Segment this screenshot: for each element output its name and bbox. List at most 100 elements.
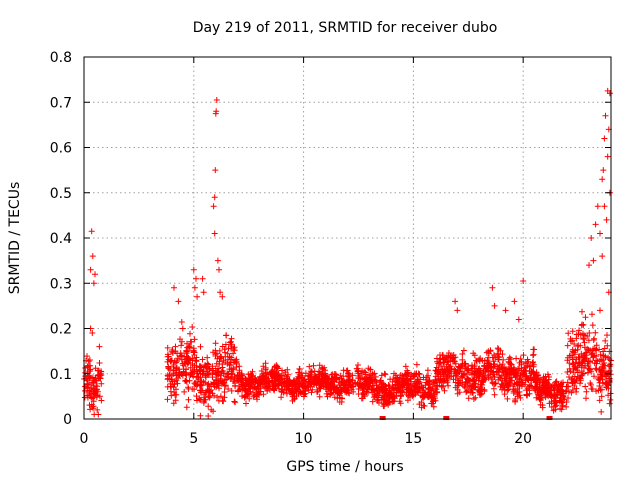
data-point bbox=[169, 347, 176, 353]
data-point bbox=[512, 398, 519, 405]
data-point bbox=[86, 357, 93, 363]
data-point bbox=[361, 368, 368, 375]
data-point bbox=[212, 167, 219, 174]
data-point bbox=[268, 371, 274, 378]
data-point bbox=[184, 359, 190, 365]
data-point bbox=[593, 342, 600, 349]
data-point bbox=[480, 370, 487, 377]
data-point bbox=[426, 378, 433, 385]
data-point bbox=[226, 361, 233, 368]
data-point bbox=[461, 361, 468, 368]
data-point bbox=[194, 293, 201, 300]
data-point bbox=[273, 373, 280, 380]
data-point bbox=[456, 364, 463, 371]
data-point bbox=[593, 360, 600, 367]
data-point bbox=[606, 90, 613, 97]
data-point bbox=[313, 378, 320, 385]
data-point bbox=[573, 388, 580, 395]
axis-ticks bbox=[83, 56, 611, 420]
data-point bbox=[460, 371, 467, 378]
data-point bbox=[205, 403, 212, 410]
data-point bbox=[371, 385, 378, 392]
data-point bbox=[364, 386, 371, 393]
data-point bbox=[540, 374, 547, 381]
data-point bbox=[564, 342, 571, 349]
data-point bbox=[585, 362, 592, 369]
data-point bbox=[300, 383, 307, 390]
y-tick-label: 0.6 bbox=[50, 141, 72, 157]
data-point bbox=[599, 176, 606, 183]
data-point bbox=[449, 355, 456, 362]
data-point bbox=[406, 384, 413, 391]
data-point bbox=[598, 386, 605, 393]
data-point bbox=[355, 391, 362, 397]
data-point bbox=[167, 358, 174, 365]
data-point bbox=[445, 382, 452, 389]
data-point bbox=[490, 358, 497, 365]
data-point bbox=[345, 381, 352, 388]
data-point bbox=[274, 364, 281, 371]
data-point bbox=[375, 394, 382, 401]
data-point bbox=[337, 375, 343, 382]
data-point bbox=[268, 368, 275, 375]
x-tick-label: 10 bbox=[295, 431, 313, 447]
data-point bbox=[473, 357, 479, 364]
data-point bbox=[265, 377, 272, 384]
data-point bbox=[264, 383, 271, 390]
data-point bbox=[589, 311, 595, 318]
data-point bbox=[420, 402, 427, 409]
data-point bbox=[445, 367, 452, 374]
data-point bbox=[520, 278, 527, 284]
data-point bbox=[199, 356, 206, 363]
data-point bbox=[571, 341, 578, 347]
data-point bbox=[441, 387, 448, 394]
data-point bbox=[302, 370, 309, 377]
data-point bbox=[493, 369, 500, 376]
data-point bbox=[582, 383, 589, 390]
data-point bbox=[164, 358, 171, 365]
data-point bbox=[384, 392, 391, 399]
data-point bbox=[191, 284, 198, 291]
data-point bbox=[392, 372, 399, 379]
data-point bbox=[398, 384, 405, 391]
data-point bbox=[182, 370, 189, 377]
data-point bbox=[589, 322, 596, 329]
data-point bbox=[349, 377, 356, 384]
data-point bbox=[489, 284, 496, 291]
data-point bbox=[546, 416, 553, 420]
data-point bbox=[569, 348, 576, 355]
data-point bbox=[607, 361, 614, 368]
data-point bbox=[335, 388, 342, 395]
data-point bbox=[245, 386, 252, 393]
data-point bbox=[164, 344, 171, 351]
data-point bbox=[601, 368, 608, 375]
data-point bbox=[242, 376, 249, 382]
data-point bbox=[345, 379, 351, 385]
data-point bbox=[177, 336, 183, 343]
data-point bbox=[499, 386, 505, 393]
data-point bbox=[185, 384, 192, 391]
data-point bbox=[553, 381, 560, 387]
data-point bbox=[179, 325, 186, 332]
data-point bbox=[211, 380, 218, 387]
data-point bbox=[485, 364, 492, 371]
y-tick-label: 0.5 bbox=[50, 186, 72, 202]
data-point bbox=[581, 332, 588, 339]
data-point bbox=[505, 356, 512, 363]
data-point bbox=[167, 380, 174, 387]
data-point bbox=[246, 377, 253, 384]
data-point bbox=[361, 390, 368, 397]
data-point bbox=[90, 280, 97, 287]
data-point bbox=[216, 361, 223, 367]
data-point bbox=[213, 108, 220, 115]
data-point bbox=[228, 387, 235, 394]
data-point bbox=[189, 361, 196, 368]
data-point bbox=[476, 387, 483, 394]
data-point bbox=[597, 307, 603, 314]
data-point bbox=[325, 382, 332, 389]
data-point bbox=[591, 335, 598, 342]
data-point bbox=[214, 257, 221, 264]
data-point bbox=[189, 355, 196, 362]
data-point bbox=[443, 416, 450, 420]
